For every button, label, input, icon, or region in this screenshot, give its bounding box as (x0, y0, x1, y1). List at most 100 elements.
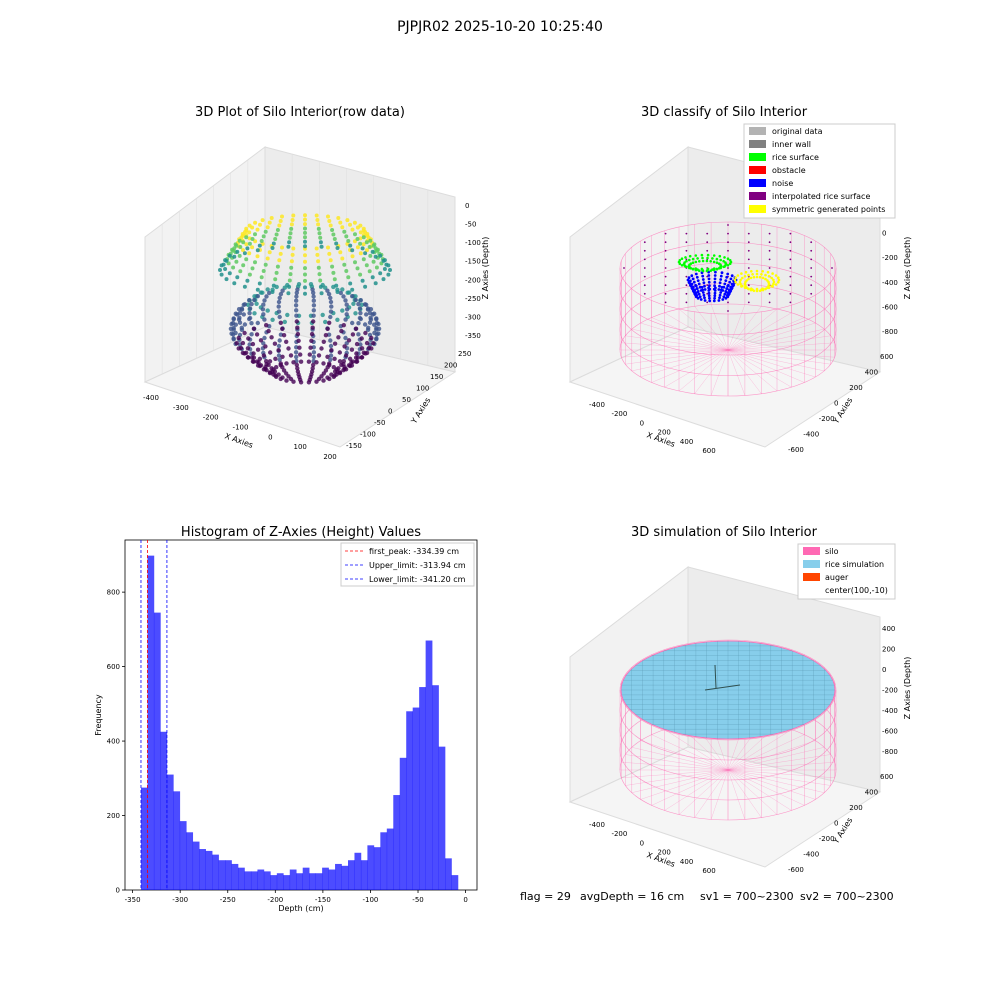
data-point (350, 294, 355, 299)
data-point (237, 315, 242, 320)
data-point (358, 310, 363, 316)
data-point (252, 297, 257, 303)
data-point (252, 294, 257, 299)
noise-point (694, 291, 698, 295)
data-point (374, 265, 379, 270)
data-point (330, 264, 335, 269)
histogram-bar (438, 746, 446, 890)
data-point (298, 359, 304, 364)
interpolated-point (664, 292, 667, 295)
data-point (352, 239, 357, 244)
data-point (242, 251, 247, 256)
data-point (360, 278, 365, 283)
x-tick-labels: -400 -200 0 200 400 600 (589, 821, 716, 875)
silo-spoke (727, 349, 835, 358)
silo-spoke (625, 349, 729, 365)
data-point (325, 288, 330, 293)
legend-label: inner wall (772, 140, 811, 149)
data-point (295, 331, 301, 337)
panel-histogram: Histogram of Z-Axies (Height) Values -35… (94, 525, 478, 913)
rice-surface-point (712, 268, 716, 272)
noise-point (708, 284, 711, 288)
interpolated-point (789, 275, 792, 278)
data-point (303, 266, 307, 271)
interpolated-point (643, 249, 646, 252)
x-tick-label: 600 (702, 867, 715, 875)
data-point (289, 222, 294, 227)
data-point (315, 218, 320, 222)
symmetric-point (764, 277, 767, 281)
data-point (294, 354, 299, 360)
x-tick-label: -250 (220, 896, 236, 904)
data-point (265, 308, 270, 313)
data-point (294, 308, 299, 313)
histogram-bar (309, 873, 316, 890)
silo-spoke (727, 769, 831, 786)
data-point (314, 246, 319, 251)
rice-surface-point (726, 257, 730, 261)
data-point (354, 359, 359, 364)
data-point (255, 320, 260, 326)
data-point (314, 360, 319, 365)
data-point (276, 299, 282, 305)
data-point (366, 345, 372, 351)
interpolated-point (706, 249, 709, 252)
data-point (321, 339, 326, 344)
legend: original data inner wall rice surface obsta… (743, 123, 896, 219)
data-point (251, 326, 257, 331)
noise-point (718, 296, 721, 300)
data-point (336, 335, 341, 340)
histogram-bar (341, 865, 349, 890)
legend-swatch (749, 127, 766, 135)
silo-spoke (727, 762, 835, 771)
x-tick-label: -100 (363, 896, 379, 904)
data-point (286, 346, 291, 351)
data-point (355, 225, 360, 230)
data-point (291, 379, 296, 384)
histogram-bar (192, 841, 200, 890)
y-tick-label: 50 (402, 396, 411, 404)
data-point (338, 220, 343, 225)
noise-point (686, 278, 690, 282)
rice-surface-point (696, 257, 699, 260)
data-point (308, 345, 313, 350)
data-point (288, 272, 293, 277)
interpolated-point (727, 232, 729, 235)
data-point (294, 319, 299, 324)
x-tick-label: -100 (233, 424, 249, 432)
data-point (368, 253, 373, 258)
data-point (240, 340, 246, 346)
histogram-bar (147, 555, 155, 890)
data-point (255, 248, 260, 253)
interpolated-point (685, 241, 688, 244)
rice-surface-point (712, 260, 716, 264)
noise-point (708, 299, 712, 303)
data-point (280, 354, 285, 359)
histogram-bar (360, 860, 368, 890)
data-point (259, 275, 264, 280)
data-point (265, 287, 270, 292)
symmetric-point (767, 275, 771, 278)
histogram-bar (373, 847, 381, 890)
data-point (241, 233, 245, 238)
data-point (261, 341, 266, 346)
z-tick-labels: 0 -50 -100 -150 -200 -250 -300 -350 (465, 202, 481, 340)
data-point (259, 239, 264, 243)
z-tick-label: 0 (465, 202, 469, 210)
histogram-bar (257, 869, 265, 890)
data-point (274, 270, 279, 275)
silo-spoke (727, 349, 778, 392)
data-point (314, 213, 319, 218)
histogram-bar (315, 873, 323, 890)
data-point (341, 294, 346, 299)
data-point (318, 284, 323, 289)
data-point (262, 298, 267, 303)
data-point (250, 266, 255, 271)
data-point (255, 227, 260, 232)
data-point (361, 228, 366, 233)
silo-spoke (727, 769, 778, 815)
data-point (303, 272, 307, 277)
interpolated-point (789, 301, 792, 304)
